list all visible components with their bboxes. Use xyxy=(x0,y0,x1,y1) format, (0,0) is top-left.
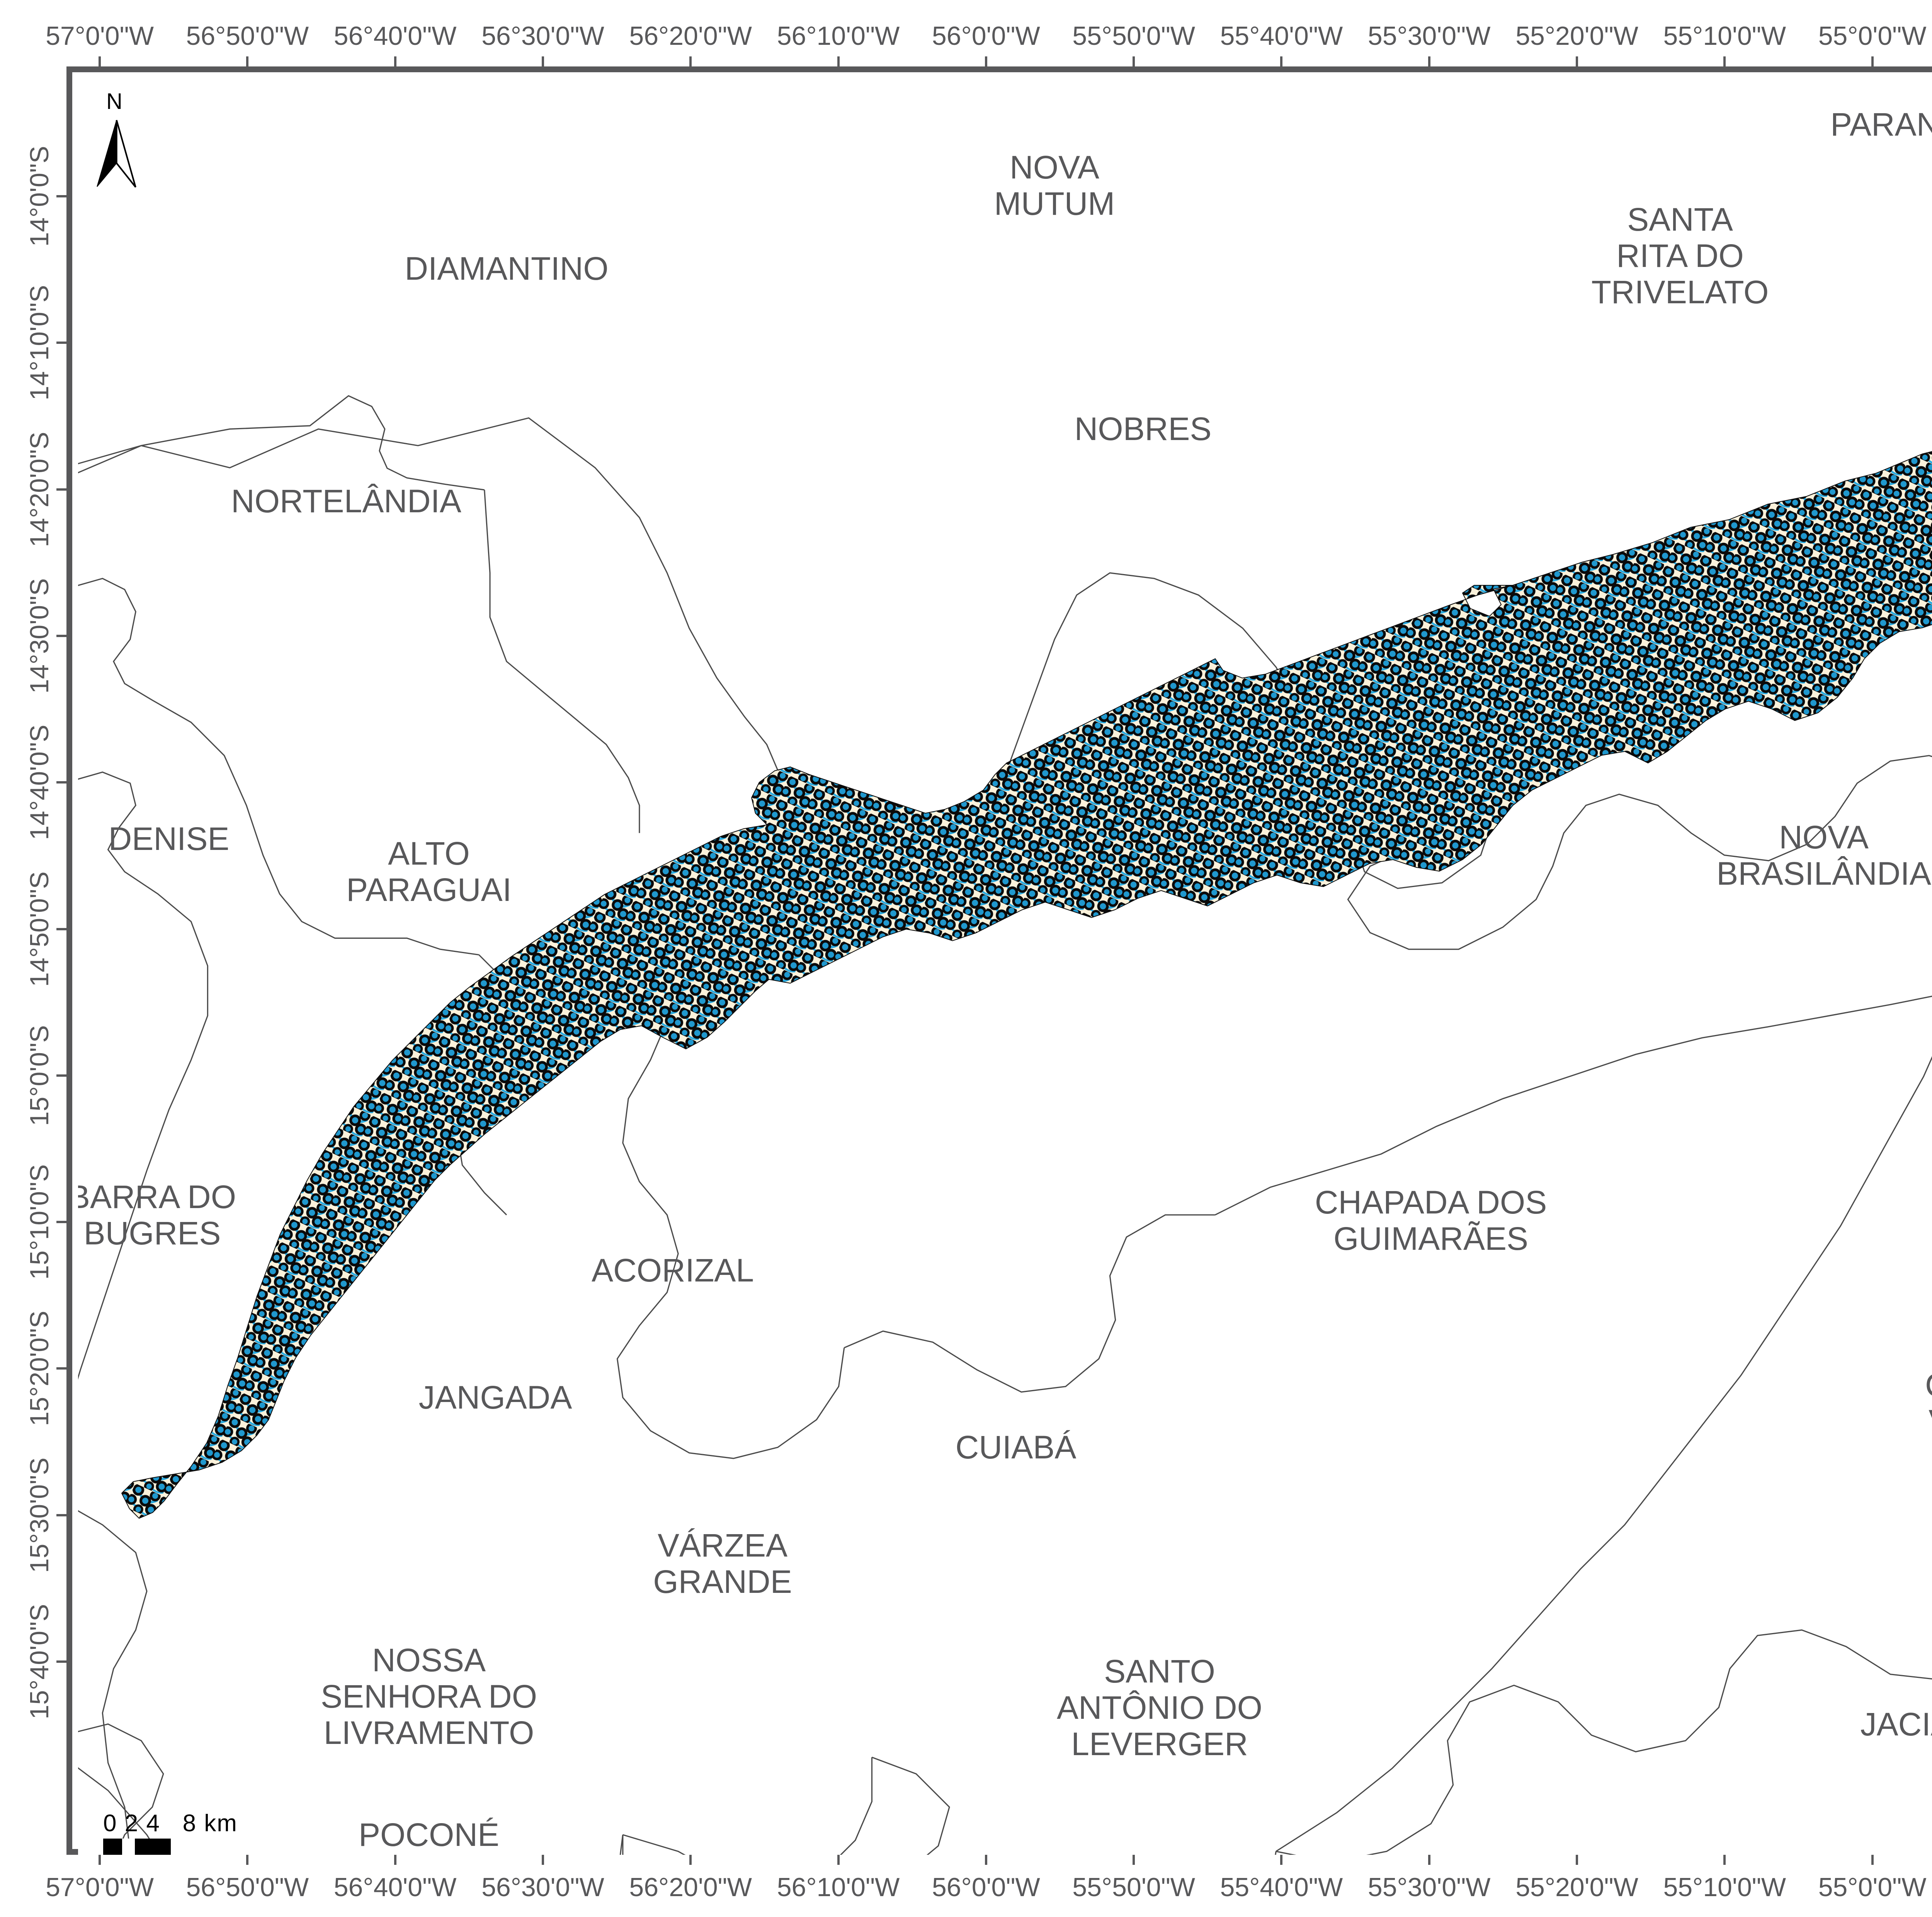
svg-text:N: N xyxy=(106,89,122,114)
